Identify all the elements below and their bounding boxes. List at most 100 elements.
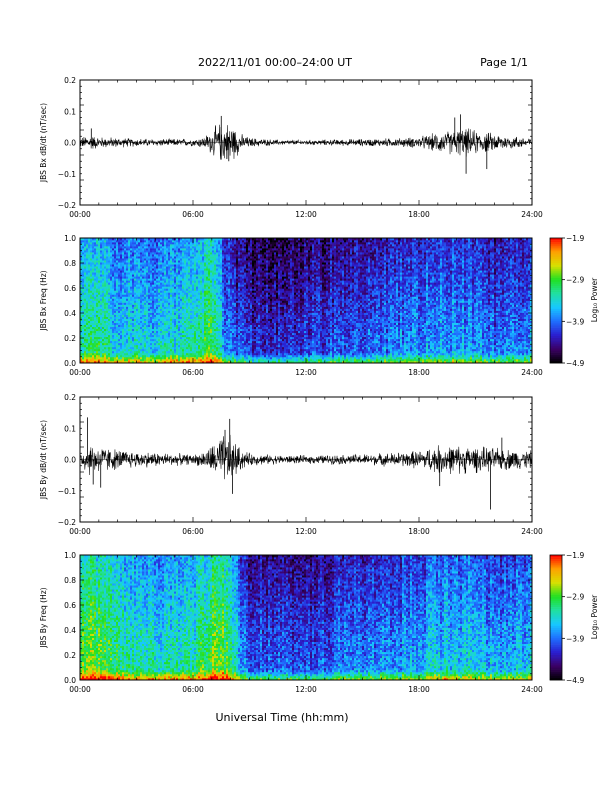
spectrogram-cell [138, 268, 140, 270]
spectrogram-cell [134, 288, 136, 290]
spectrogram-cell [214, 353, 216, 355]
spectrogram-cell [222, 268, 224, 270]
spectrogram-cell [166, 321, 168, 323]
spectrogram-cell [184, 303, 186, 305]
spectrogram-cell [114, 250, 116, 252]
spectrogram-cell [136, 242, 138, 244]
spectrogram-cell [148, 359, 150, 361]
spectrogram-cell [212, 268, 214, 270]
spectrogram-cell [160, 319, 162, 321]
spectrogram-cell [210, 325, 212, 327]
spectrogram-cell [218, 296, 220, 298]
spectrogram-cell [188, 258, 190, 260]
spectrogram-cell [86, 327, 88, 329]
spectrogram-cell [188, 292, 190, 294]
spectrogram-cell [130, 276, 132, 278]
spectrogram-cell [132, 341, 134, 343]
spectrogram-cell [172, 321, 174, 323]
spectrogram-cell [210, 341, 212, 343]
spectrogram-cell [166, 262, 168, 264]
spectrogram-cell [158, 331, 160, 333]
spectrogram-cell [138, 339, 140, 341]
spectrogram-cell [188, 250, 190, 252]
spectrogram-cell [142, 260, 144, 262]
spectrogram-cell [178, 321, 180, 323]
spectrogram-cell [150, 288, 152, 290]
spectrogram-cell [108, 305, 110, 307]
spectrogram-cell [118, 288, 120, 290]
spectrogram-cell [92, 337, 94, 339]
spectrogram-cell [158, 317, 160, 319]
spectrogram-cell [182, 345, 184, 347]
spectrogram-cell [190, 321, 192, 323]
spectrogram-cell [200, 296, 202, 298]
spectrogram-cell [132, 321, 134, 323]
spectrogram-cell [218, 240, 220, 242]
spectrogram-cell [146, 252, 148, 254]
spectrogram-cell [148, 260, 150, 262]
y-tick-label: −0.1 [58, 170, 76, 179]
spectrogram-cell [212, 319, 214, 321]
spectrogram-cell [162, 254, 164, 256]
spectrogram-cell [102, 294, 104, 296]
spectrogram-cell [170, 290, 172, 292]
spectrogram-cell [130, 315, 132, 317]
spectrogram-cell [164, 270, 166, 272]
spectrogram-cell [182, 298, 184, 300]
spectrogram-cell [94, 254, 96, 256]
spectrogram-cell [92, 327, 94, 329]
spectrogram-cell [208, 288, 210, 290]
spectrogram-cell [226, 264, 228, 266]
spectrogram-cell [94, 298, 96, 300]
spectrogram-cell [104, 337, 106, 339]
spectrogram-cell [124, 309, 126, 311]
spectrogram-cell [84, 272, 86, 274]
spectrogram-cell [194, 357, 196, 359]
spectrogram-cell [100, 276, 102, 278]
spectrogram-cell [144, 288, 146, 290]
spectrogram-cell [104, 325, 106, 327]
spectrogram-cell [138, 284, 140, 286]
spectrogram-cell [186, 341, 188, 343]
spectrogram-cell [130, 321, 132, 323]
spectrogram-cell [222, 258, 224, 260]
spectrogram-cell [200, 260, 202, 262]
spectrogram-cell [184, 286, 186, 288]
spectrogram-cell [212, 317, 214, 319]
spectrogram-cell [232, 278, 234, 280]
spectrogram-cell [92, 260, 94, 262]
spectrogram-cell [156, 240, 158, 242]
spectrogram-cell [90, 319, 92, 321]
spectrogram-cell [170, 258, 172, 260]
spectrogram-cell [124, 250, 126, 252]
spectrogram-cell [134, 280, 136, 282]
spectrogram-cell [114, 313, 116, 315]
spectrogram-cell [186, 355, 188, 357]
spectrogram-cell [110, 323, 112, 325]
spectrogram-cell [148, 301, 150, 303]
spectrogram-cell [84, 313, 86, 315]
spectrogram-cell [188, 327, 190, 329]
spectrogram-cell [168, 264, 170, 266]
spectrogram-cell [226, 244, 228, 246]
spectrogram-cell [220, 311, 222, 313]
spectrogram-cell [172, 264, 174, 266]
spectrogram-cell [118, 311, 120, 313]
spectrogram-cell [88, 321, 90, 323]
spectrogram-cell [184, 353, 186, 355]
spectrogram-cell [128, 319, 130, 321]
spectrogram-cell [168, 246, 170, 248]
spectrogram-cell [178, 274, 180, 276]
spectrogram-cell [116, 288, 118, 290]
spectrogram-cell [232, 268, 234, 270]
spectrogram-cell [178, 341, 180, 343]
spectrogram-cell [228, 264, 230, 266]
spectrogram-cell [186, 357, 188, 359]
spectrogram-cell [132, 282, 134, 284]
spectrogram-cell [154, 286, 156, 288]
spectrogram-cell [158, 274, 160, 276]
spectrogram-cell [158, 325, 160, 327]
spectrogram-cell [206, 357, 208, 359]
spectrogram-cell [120, 329, 122, 331]
spectrogram-cell [120, 359, 122, 361]
